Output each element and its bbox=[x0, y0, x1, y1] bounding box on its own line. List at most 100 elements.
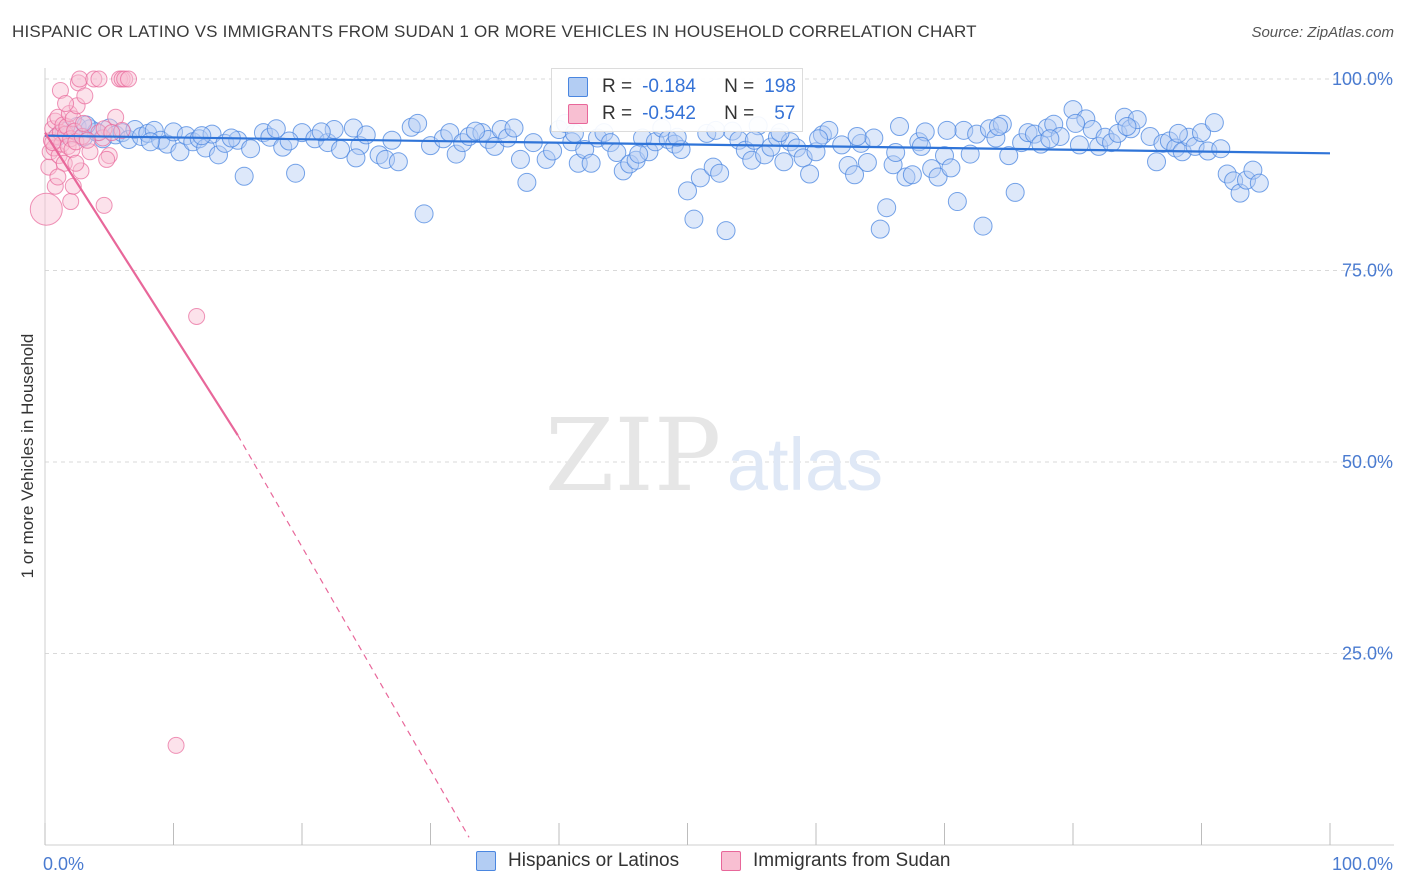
axes bbox=[44, 68, 1394, 846]
point-hispanics bbox=[1204, 113, 1224, 133]
point-hispanics bbox=[988, 116, 1008, 136]
legend-r-label-1: R = bbox=[602, 76, 633, 97]
point-sudan bbox=[120, 70, 138, 88]
watermark-atlas: atlas bbox=[727, 423, 883, 506]
trend-lines bbox=[44, 132, 1331, 838]
point-sudan bbox=[75, 114, 93, 132]
point-hispanics bbox=[1102, 133, 1122, 153]
point-hispanics bbox=[234, 166, 254, 186]
point-hispanics bbox=[517, 172, 537, 192]
point-hispanics bbox=[1127, 110, 1147, 130]
legend-n-value-1: 198 bbox=[764, 76, 796, 97]
point-hispanics bbox=[1192, 123, 1211, 143]
point-sudan bbox=[95, 196, 113, 214]
point-sudan bbox=[76, 87, 94, 105]
point-hispanics bbox=[774, 152, 794, 172]
point-hispanics bbox=[1095, 127, 1115, 147]
y-tick-label: 100.0% bbox=[1332, 69, 1393, 89]
legend-r-value-1: -0.184 bbox=[642, 76, 696, 97]
point-sudan bbox=[103, 124, 121, 142]
point-hispanics bbox=[144, 120, 164, 140]
point-hispanics bbox=[1040, 129, 1060, 149]
point-sudan bbox=[57, 95, 75, 113]
point-hispanics bbox=[1069, 135, 1089, 155]
point-hispanics bbox=[446, 144, 466, 164]
bottom-legend-swatch-pink bbox=[721, 851, 741, 871]
point-hispanics bbox=[742, 150, 762, 170]
point-hispanics bbox=[947, 192, 967, 212]
point-hispanics bbox=[1211, 139, 1231, 159]
point-sudan bbox=[188, 307, 206, 325]
point-hispanics bbox=[883, 155, 903, 175]
watermark: ZIP atlas bbox=[545, 397, 883, 514]
point-hispanics bbox=[1066, 113, 1086, 133]
point-hispanics bbox=[960, 144, 980, 164]
legend-swatch-pink bbox=[568, 104, 588, 124]
point-hispanics bbox=[999, 146, 1019, 166]
chart-title: HISPANIC OR LATINO VS IMMIGRANTS FROM SU… bbox=[12, 22, 977, 41]
point-hispanics bbox=[1076, 109, 1096, 129]
series-sudan-points bbox=[29, 70, 206, 754]
point-hispanics bbox=[941, 158, 961, 178]
point-sudan bbox=[49, 168, 67, 186]
source-label: Source: ZipAtlas.com bbox=[1251, 24, 1394, 41]
point-hispanics bbox=[864, 128, 884, 148]
point-hispanics bbox=[890, 116, 910, 136]
point-hispanics bbox=[504, 118, 524, 138]
point-hispanics bbox=[543, 141, 563, 161]
point-hispanics bbox=[678, 181, 697, 201]
point-hispanics bbox=[935, 146, 954, 166]
point-hispanics bbox=[241, 139, 261, 159]
point-hispanics bbox=[629, 144, 649, 164]
point-sudan bbox=[113, 121, 131, 139]
bottom-legend-sudan[interactable]: Immigrants from Sudan bbox=[721, 850, 950, 872]
point-hispanics bbox=[902, 165, 922, 185]
point-hispanics bbox=[465, 121, 485, 141]
point-hispanics bbox=[408, 113, 428, 133]
point-sudan bbox=[167, 736, 185, 754]
point-hispanics bbox=[847, 126, 867, 146]
point-sudan bbox=[62, 193, 80, 211]
trend-line-sudan-extension bbox=[237, 434, 470, 838]
legend-n-label-1: N = bbox=[724, 76, 755, 97]
point-hispanics bbox=[192, 126, 212, 146]
point-hispanics bbox=[1236, 170, 1256, 190]
point-sudan bbox=[85, 70, 103, 88]
point-hispanics bbox=[1044, 114, 1064, 134]
legend-swatch-blue bbox=[568, 77, 588, 97]
bottom-legend-label-hispanics: Hispanics or Latinos bbox=[508, 850, 680, 871]
point-sudan bbox=[29, 192, 63, 226]
point-hispanics bbox=[761, 137, 781, 157]
legend-r-value-2: -0.542 bbox=[642, 103, 696, 124]
point-hispanics bbox=[1249, 173, 1269, 193]
bottom-legend-hispanics[interactable]: Hispanics or Latinos bbox=[476, 850, 679, 872]
point-hispanics bbox=[1147, 152, 1167, 172]
point-hispanics bbox=[510, 149, 530, 169]
point-hispanics bbox=[279, 131, 299, 151]
point-hispanics bbox=[1117, 116, 1137, 136]
point-hispanics bbox=[911, 136, 931, 156]
point-hispanics bbox=[915, 122, 935, 142]
legend-n-label-2: N = bbox=[724, 103, 755, 124]
point-hispanics bbox=[346, 148, 366, 168]
point-hispanics bbox=[1005, 182, 1025, 202]
point-hispanics bbox=[119, 130, 139, 150]
legend-box: R = -0.184 N = 198 R = -0.542 N = 57 bbox=[551, 68, 803, 132]
point-hispanics bbox=[845, 165, 865, 185]
point-sudan bbox=[63, 140, 81, 158]
x-tick-label-min: 0.0% bbox=[43, 854, 84, 874]
point-sudan bbox=[51, 81, 69, 99]
watermark-zip: ZIP bbox=[545, 397, 721, 514]
x-tick-label-max: 100.0% bbox=[1332, 854, 1393, 874]
point-hispanics bbox=[877, 198, 897, 218]
point-sudan bbox=[90, 70, 108, 88]
point-sudan bbox=[67, 154, 85, 172]
point-hispanics bbox=[388, 152, 408, 172]
point-sudan bbox=[98, 150, 116, 168]
point-hispanics bbox=[973, 216, 993, 236]
point-hispanics bbox=[1024, 124, 1044, 144]
point-hispanics bbox=[967, 124, 987, 144]
point-sudan bbox=[64, 110, 82, 128]
point-sudan bbox=[78, 131, 96, 149]
